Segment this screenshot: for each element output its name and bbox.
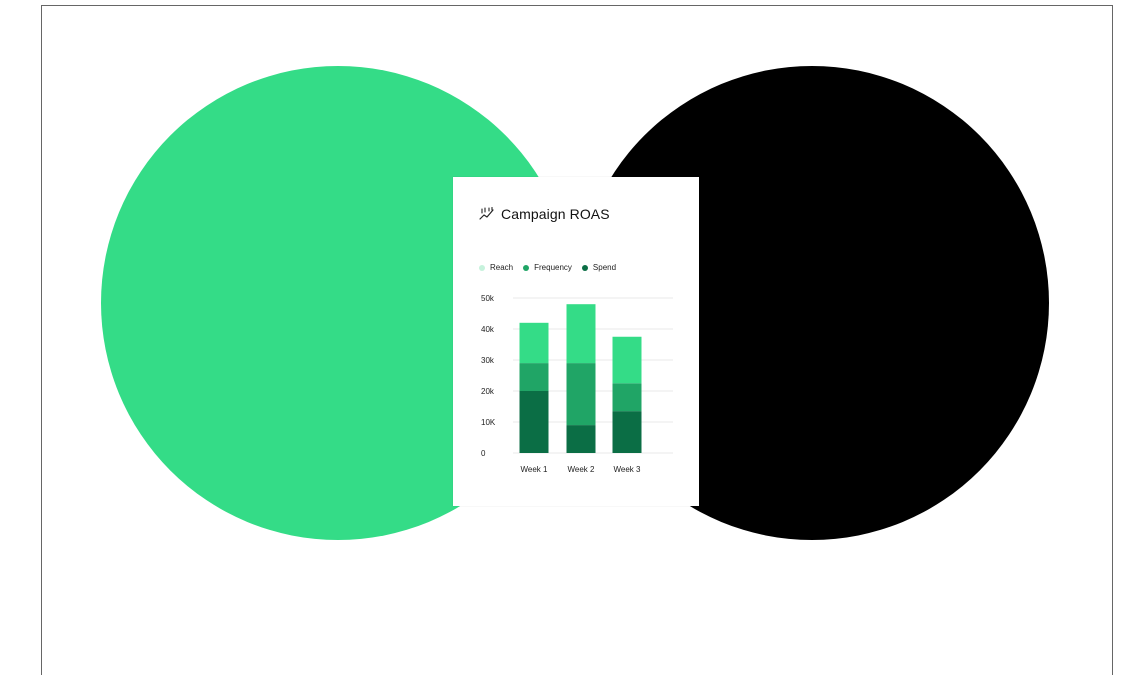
bar-reach: [612, 336, 642, 384]
x-tick-label: Week 2: [568, 465, 596, 474]
bar-spend: [519, 391, 549, 453]
bar-reach: [519, 322, 549, 364]
bar-frequency: [566, 363, 596, 426]
y-tick-label: 40k: [481, 325, 495, 334]
legend-item-reach: Reach: [479, 263, 513, 272]
bar-spend: [612, 411, 642, 453]
bar-frequency: [612, 383, 642, 412]
bar-chart: 0 10K 20k 30k 40k 50k Week 1 Week 2 Week 3: [481, 294, 673, 474]
bar-frequency: [519, 363, 549, 391]
legend-dot-spend: [581, 264, 588, 271]
legend-label-reach: Reach: [490, 263, 514, 272]
x-tick-label: Week 1: [521, 465, 549, 474]
card-title: Campaign ROAS: [501, 206, 610, 222]
y-tick-label: 30k: [481, 356, 495, 365]
legend-item-spend: Spend: [581, 263, 617, 272]
chart-trend-icon: [479, 207, 495, 221]
chart-card: Campaign ROAS Reach Frequency Spend 0 10K…: [453, 177, 699, 506]
legend-label-spend: Spend: [592, 263, 617, 272]
legend-dot-frequency: [523, 264, 530, 271]
y-tick-label: 20k: [481, 387, 495, 396]
y-tick-label: 0: [481, 449, 486, 458]
y-tick-label: 50k: [481, 294, 495, 303]
bar-reach: [566, 304, 596, 364]
y-tick-label: 10K: [481, 418, 496, 427]
bar-spend: [566, 425, 596, 453]
legend-dot-reach: [479, 264, 485, 271]
chart-legend: Reach Frequency Spend: [479, 263, 616, 272]
legend-label-frequency: Frequency: [534, 263, 572, 272]
x-tick-label: Week 3: [614, 465, 642, 474]
legend-item-frequency: Frequency: [523, 263, 572, 272]
card-header: Campaign ROAS: [479, 206, 610, 222]
